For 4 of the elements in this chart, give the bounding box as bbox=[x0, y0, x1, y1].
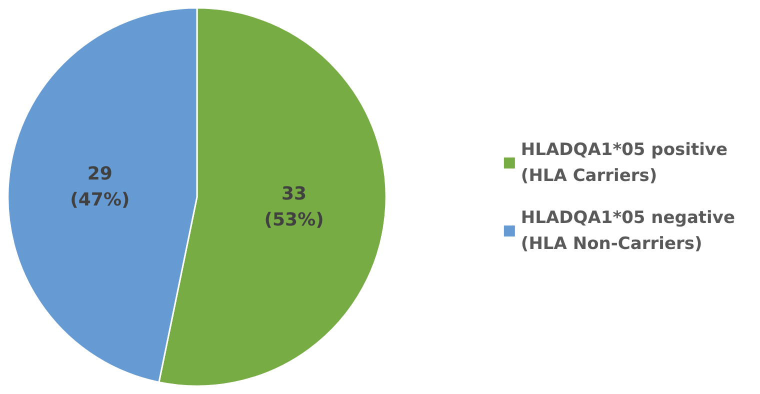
legend-label: HLADQA1*05 negative (HLA Non-Carriers) bbox=[520, 208, 736, 254]
data-label: 33 (53%) bbox=[264, 183, 324, 230]
legend-label: HLADQA1*05 positive (HLA Carriers) bbox=[520, 140, 728, 186]
data-label: 29 (47%) bbox=[70, 164, 130, 211]
